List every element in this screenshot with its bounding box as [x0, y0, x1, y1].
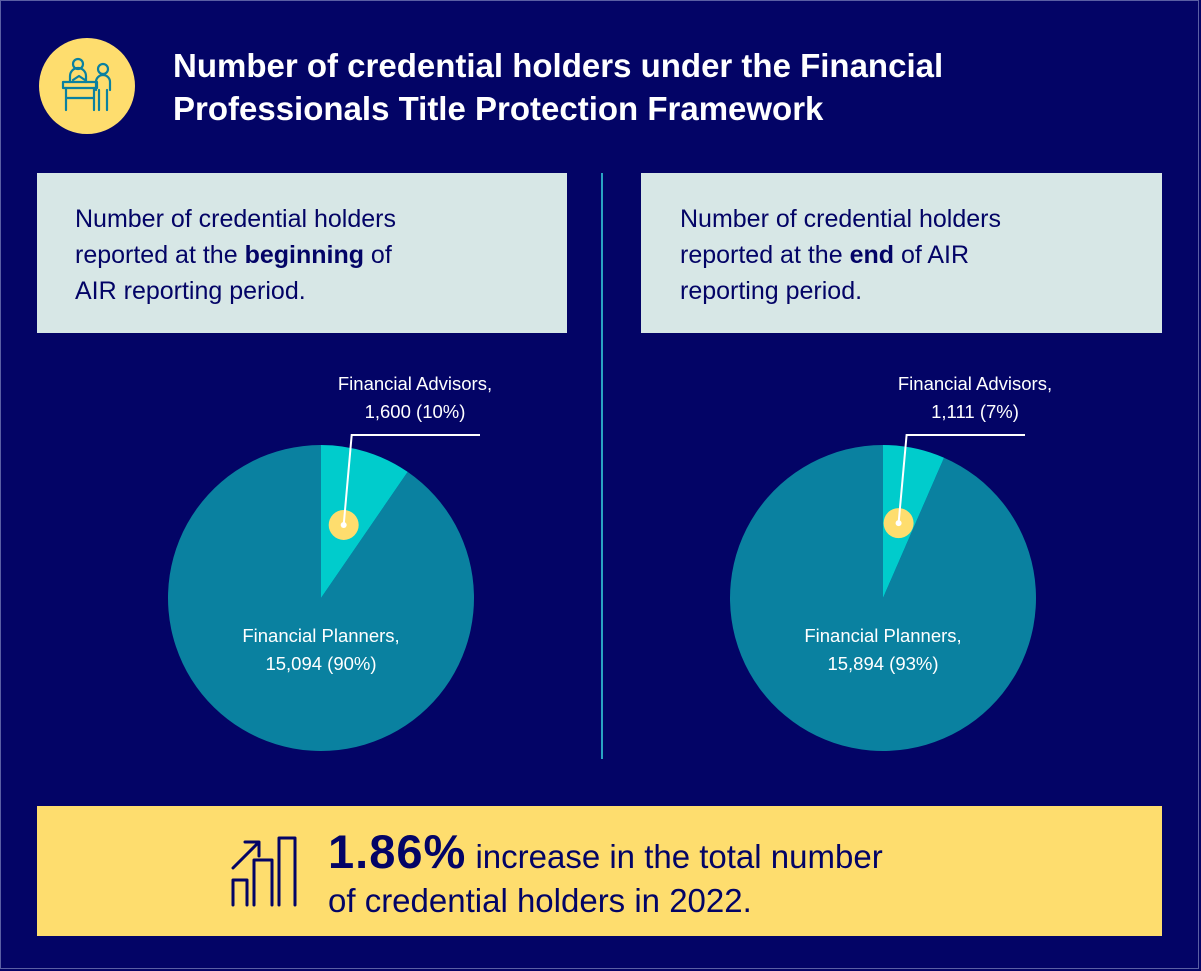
panel-beginning-line-2-post: of	[363, 241, 392, 269]
summary-banner: 1.86% increase in the total number of cr…	[37, 806, 1162, 936]
panel-end-line-2: reported at the end of AIR	[680, 237, 1162, 273]
panel-beginning-line-3: AIR reporting period.	[75, 277, 306, 305]
title-line-2: Professionals Title Protection Framework	[173, 90, 824, 127]
title-line-1: Number of credential holders under the F…	[173, 47, 944, 84]
panel-beginning-line-2: reported at the beginning of	[75, 237, 567, 273]
panel-end-description: Number of credential holders reported at…	[641, 173, 1162, 333]
panel-beginning-description: Number of credential holders reported at…	[37, 173, 567, 333]
panel-end-line-2-post: of AIR	[894, 241, 970, 269]
panel-end-emphasis: end	[849, 241, 895, 269]
panel-end-line-1: Number of credential holders	[680, 205, 1001, 233]
banner-line-1: 1.86% increase in the total number	[328, 828, 1088, 879]
increase-stat: 1.86%	[328, 825, 467, 878]
growth-bar-chart-icon	[231, 836, 297, 907]
meeting-desk-icon	[39, 38, 135, 134]
panel-end-line-2-pre: reported at the	[680, 241, 850, 269]
panel-beginning-line-1: Number of credential holders	[75, 205, 396, 233]
page-title: Number of credential holders under the F…	[173, 44, 1033, 130]
panel-end-line-3: reporting period.	[680, 277, 863, 305]
banner-text-line-2: of credential holders in 2022.	[328, 882, 752, 919]
banner-text-line-1: increase in the total number	[466, 838, 883, 875]
panel-beginning-emphasis: beginning	[244, 241, 364, 269]
banner-statement: 1.86% increase in the total number of cr…	[328, 828, 1088, 923]
panel-divider	[601, 173, 603, 759]
panel-beginning-line-2-pre: reported at the	[75, 241, 245, 269]
